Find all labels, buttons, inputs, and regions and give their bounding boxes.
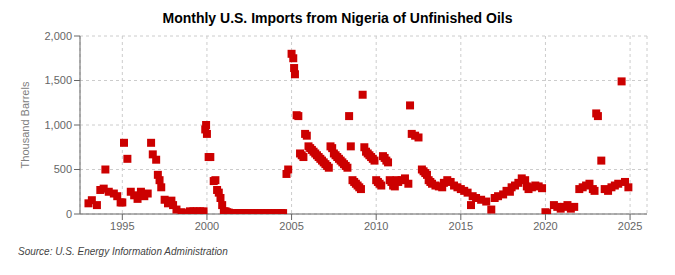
svg-text:1,000: 1,000 <box>44 119 72 131</box>
svg-text:2000: 2000 <box>195 220 219 232</box>
svg-text:1995: 1995 <box>110 220 134 232</box>
svg-text:1,500: 1,500 <box>44 74 72 86</box>
svg-text:2015: 2015 <box>449 220 473 232</box>
svg-text:2020: 2020 <box>533 220 557 232</box>
svg-text:2005: 2005 <box>279 220 303 232</box>
svg-text:2025: 2025 <box>618 220 642 232</box>
svg-text:Thousand Barrels: Thousand Barrels <box>19 81 31 168</box>
html-text:Monthly U.S. Imports from Nige: Monthly U.S. Imports from Nigeria of Unf… <box>162 10 513 26</box>
svg-text:2,000: 2,000 <box>44 30 72 42</box>
svg-text:2010: 2010 <box>364 220 388 232</box>
html-text:Source: U.S. Energy Informatio: Source: U.S. Energy Information Administ… <box>18 246 228 257</box>
svg-text:500: 500 <box>54 163 72 175</box>
svg-text:0: 0 <box>66 208 72 220</box>
